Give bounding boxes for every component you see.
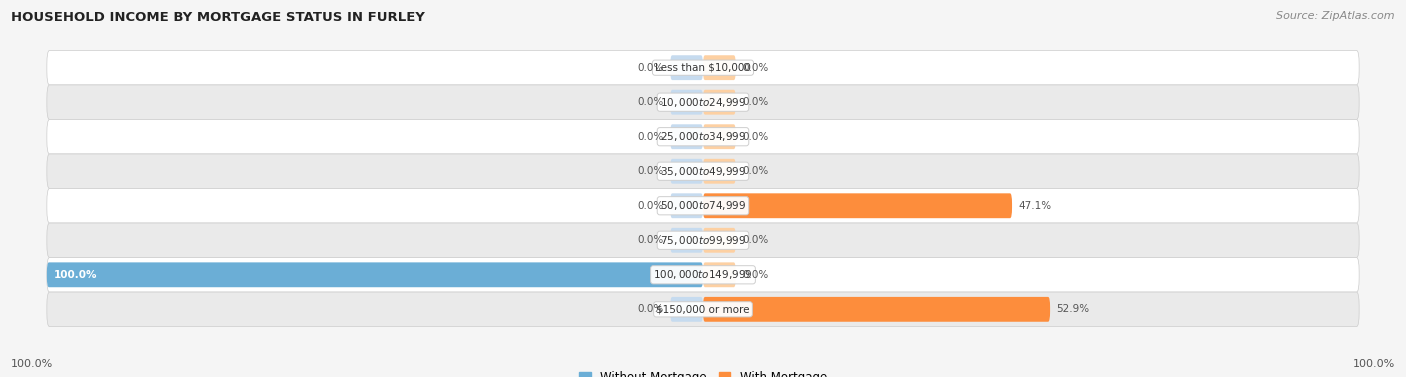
Text: HOUSEHOLD INCOME BY MORTGAGE STATUS IN FURLEY: HOUSEHOLD INCOME BY MORTGAGE STATUS IN F… bbox=[11, 11, 425, 24]
FancyBboxPatch shape bbox=[703, 159, 735, 184]
Text: 0.0%: 0.0% bbox=[637, 132, 664, 142]
Text: 0.0%: 0.0% bbox=[637, 63, 664, 73]
FancyBboxPatch shape bbox=[671, 124, 703, 149]
Text: 100.0%: 100.0% bbox=[53, 270, 97, 280]
Text: 100.0%: 100.0% bbox=[11, 359, 53, 369]
FancyBboxPatch shape bbox=[671, 193, 703, 218]
Text: 0.0%: 0.0% bbox=[742, 166, 769, 176]
FancyBboxPatch shape bbox=[703, 228, 735, 253]
FancyBboxPatch shape bbox=[703, 90, 735, 115]
FancyBboxPatch shape bbox=[46, 154, 1360, 188]
FancyBboxPatch shape bbox=[703, 262, 735, 287]
Text: 0.0%: 0.0% bbox=[637, 166, 664, 176]
Text: 0.0%: 0.0% bbox=[742, 270, 769, 280]
Text: $25,000 to $34,999: $25,000 to $34,999 bbox=[659, 130, 747, 143]
FancyBboxPatch shape bbox=[46, 223, 1360, 257]
Text: $75,000 to $99,999: $75,000 to $99,999 bbox=[659, 234, 747, 247]
FancyBboxPatch shape bbox=[703, 193, 1012, 218]
Text: 0.0%: 0.0% bbox=[637, 97, 664, 107]
FancyBboxPatch shape bbox=[46, 51, 1360, 85]
Text: 0.0%: 0.0% bbox=[742, 235, 769, 245]
FancyBboxPatch shape bbox=[46, 257, 1360, 292]
FancyBboxPatch shape bbox=[703, 55, 735, 80]
Text: $10,000 to $24,999: $10,000 to $24,999 bbox=[659, 96, 747, 109]
FancyBboxPatch shape bbox=[671, 55, 703, 80]
FancyBboxPatch shape bbox=[46, 188, 1360, 223]
FancyBboxPatch shape bbox=[46, 262, 703, 287]
FancyBboxPatch shape bbox=[703, 124, 735, 149]
Text: $150,000 or more: $150,000 or more bbox=[657, 304, 749, 314]
Text: 0.0%: 0.0% bbox=[637, 201, 664, 211]
Text: 0.0%: 0.0% bbox=[742, 97, 769, 107]
Text: 52.9%: 52.9% bbox=[1057, 304, 1090, 314]
FancyBboxPatch shape bbox=[46, 292, 1360, 326]
FancyBboxPatch shape bbox=[671, 159, 703, 184]
Text: Less than $10,000: Less than $10,000 bbox=[655, 63, 751, 73]
FancyBboxPatch shape bbox=[671, 90, 703, 115]
FancyBboxPatch shape bbox=[671, 228, 703, 253]
Text: 0.0%: 0.0% bbox=[637, 235, 664, 245]
Text: $50,000 to $74,999: $50,000 to $74,999 bbox=[659, 199, 747, 212]
Text: $100,000 to $149,999: $100,000 to $149,999 bbox=[654, 268, 752, 281]
FancyBboxPatch shape bbox=[46, 85, 1360, 120]
Legend: Without Mortgage, With Mortgage: Without Mortgage, With Mortgage bbox=[574, 366, 832, 377]
Text: 0.0%: 0.0% bbox=[742, 63, 769, 73]
FancyBboxPatch shape bbox=[46, 120, 1360, 154]
Text: 100.0%: 100.0% bbox=[1353, 359, 1395, 369]
Text: 47.1%: 47.1% bbox=[1018, 201, 1052, 211]
FancyBboxPatch shape bbox=[671, 297, 703, 322]
FancyBboxPatch shape bbox=[703, 297, 1050, 322]
Text: 0.0%: 0.0% bbox=[742, 132, 769, 142]
Text: 0.0%: 0.0% bbox=[637, 304, 664, 314]
Text: Source: ZipAtlas.com: Source: ZipAtlas.com bbox=[1277, 11, 1395, 21]
Text: $35,000 to $49,999: $35,000 to $49,999 bbox=[659, 165, 747, 178]
